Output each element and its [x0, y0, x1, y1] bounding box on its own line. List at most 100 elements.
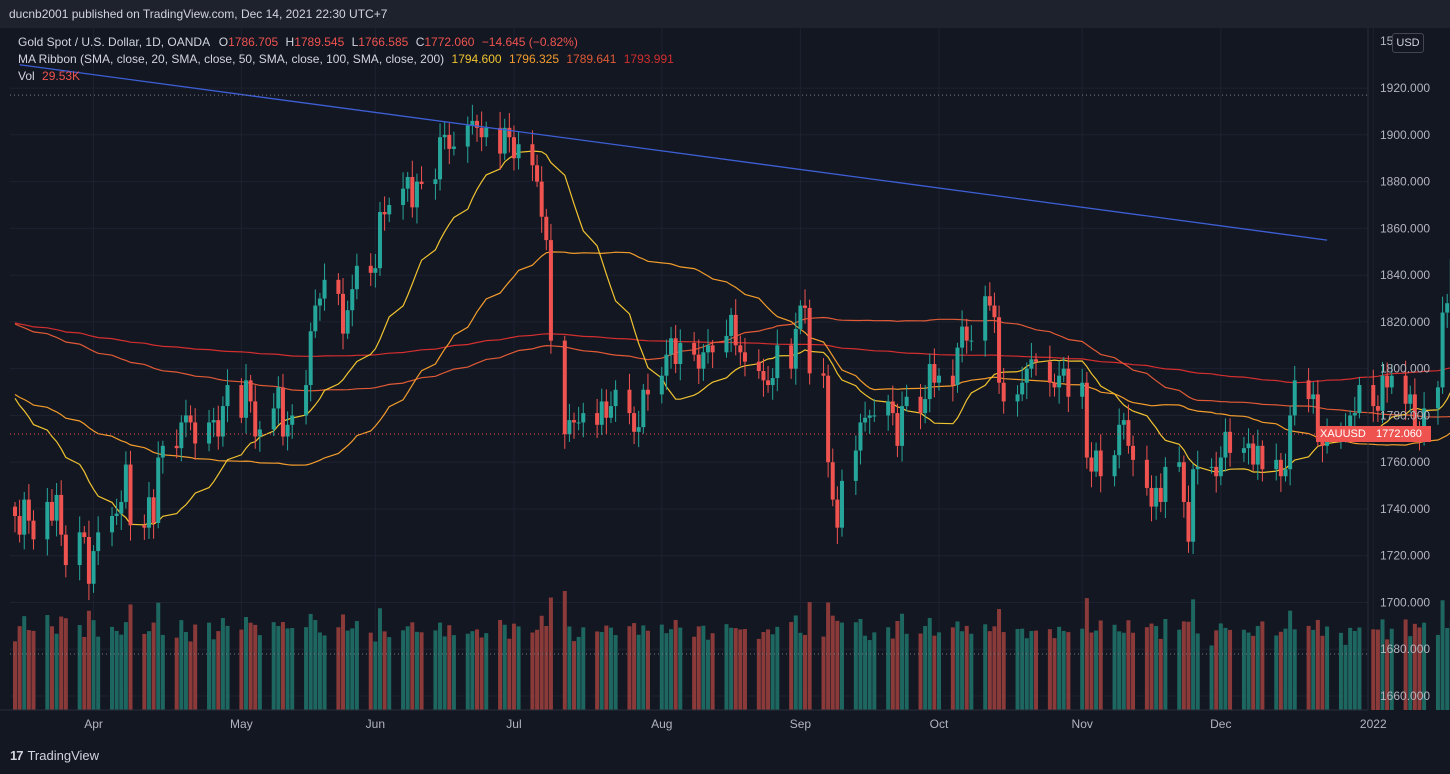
candle [798, 300, 803, 335]
volume-bar [890, 638, 895, 710]
candle [405, 171, 410, 202]
candle [516, 131, 521, 170]
volume-bar [183, 631, 188, 710]
candle [530, 130, 535, 182]
candle [742, 337, 747, 377]
candle [17, 499, 22, 543]
candle [1020, 366, 1025, 402]
candle [382, 196, 387, 231]
candle [669, 326, 674, 369]
ma100-value: 1789.641 [566, 52, 617, 66]
volume-value: 29.53K [42, 69, 81, 83]
candlesticks[interactable] [13, 104, 1450, 601]
volume-bar [895, 620, 900, 710]
candle [1158, 473, 1163, 513]
candle [535, 154, 540, 187]
candle [904, 384, 909, 412]
volume-bar [1112, 624, 1117, 710]
volume-bar [216, 631, 221, 710]
volume-bar [382, 631, 387, 710]
volume-bar [576, 636, 581, 710]
volume-bar [853, 622, 858, 710]
volume-bar [1371, 629, 1376, 710]
candle [1278, 452, 1283, 492]
volume-bar [793, 615, 798, 710]
candle [1089, 442, 1094, 488]
volume-bar [742, 629, 747, 710]
ma-ribbon-legend[interactable]: MA Ribbon (SMA, close, 20, SMA, close, 5… [18, 52, 674, 66]
candle [49, 489, 54, 526]
candle [1015, 385, 1020, 417]
candle [983, 285, 988, 357]
volume-bar [1352, 630, 1357, 710]
volume-bar [1306, 625, 1311, 710]
candle [26, 484, 31, 534]
volume-bar [387, 637, 392, 710]
volume-bar [839, 622, 844, 710]
price-chart[interactable]: 1660.000 1680.000 1700.000 1720.000 1740.000… [0, 28, 1450, 738]
candle [830, 448, 835, 507]
candle [608, 391, 613, 424]
change-value: −14.645 (−0.82%) [481, 35, 578, 49]
candle [645, 373, 650, 411]
volume-bar [82, 636, 87, 710]
candle [1047, 345, 1052, 397]
volume-bar [368, 632, 373, 710]
candle [1283, 453, 1288, 482]
price-tick-label: 1680.000 [1380, 642, 1430, 656]
volume-bar [484, 633, 489, 710]
volume-bar [1015, 628, 1020, 710]
volume-bar [451, 635, 456, 710]
volume-bar [539, 615, 544, 710]
candle [1195, 450, 1200, 485]
candle [701, 344, 706, 381]
candle [1191, 463, 1196, 554]
high-value: 1789.545 [294, 35, 345, 49]
candle [678, 329, 683, 381]
candle [895, 403, 900, 458]
candle [414, 173, 419, 224]
candle [156, 441, 161, 529]
volume-bar [729, 627, 734, 710]
candle [599, 388, 604, 435]
volume-bar [516, 626, 521, 710]
volume-bar [1020, 628, 1025, 710]
currency-button[interactable]: USD [1392, 33, 1424, 53]
volume-bar [341, 614, 346, 710]
volume-bar [317, 632, 322, 710]
candle [839, 469, 844, 537]
candle [146, 481, 151, 539]
volume-bar [1251, 635, 1256, 710]
candle [1445, 293, 1450, 328]
candle [59, 480, 64, 546]
candle [1311, 381, 1316, 414]
candle [410, 160, 415, 218]
candle [123, 451, 128, 509]
candle [1084, 371, 1089, 469]
ma100-line [14, 316, 1450, 418]
symbol-legend[interactable]: Gold Spot / U.S. Dollar, 1D, OANDA O1786… [18, 35, 578, 49]
ma20-value: 1794.600 [451, 52, 502, 66]
candle [1214, 451, 1219, 493]
candle [581, 402, 586, 438]
candle [775, 329, 780, 392]
volume-bar [595, 631, 600, 710]
tradingview-logo[interactable]: 17 TradingView [10, 748, 99, 763]
volume-bar [63, 618, 68, 710]
volume-bar [128, 604, 133, 710]
volume-legend[interactable]: Vol 29.53K [18, 69, 80, 83]
candle [151, 489, 156, 539]
volume-bar [641, 625, 646, 710]
candle [632, 406, 637, 445]
volume-bar [1214, 630, 1219, 710]
candle [1163, 457, 1168, 519]
candle [1385, 362, 1390, 403]
candle [207, 409, 212, 452]
volume-bar [239, 629, 244, 710]
candle [119, 490, 124, 530]
time-axis[interactable]: Apr May Jun Jul Aug Sep Oct Nov Dec 2022 [0, 709, 1387, 731]
price-tick-label: 1820.000 [1380, 315, 1430, 329]
volume-bar [766, 629, 771, 710]
candle [1181, 455, 1186, 518]
price-axis[interactable]: 1660.000 1680.000 1700.000 1720.000 1740.000… [1367, 28, 1430, 710]
